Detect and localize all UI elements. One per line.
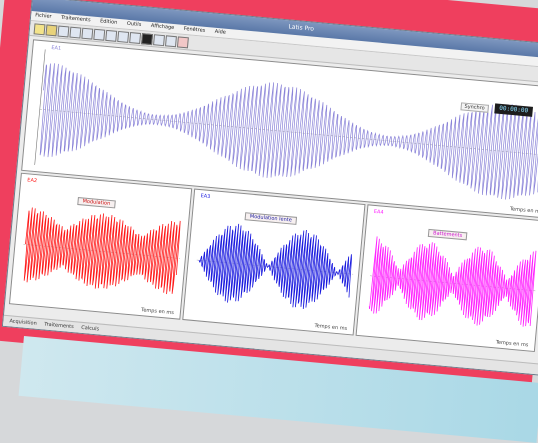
mid-waveform (196, 223, 354, 310)
left-channel-label: EA2 (27, 177, 38, 185)
cursor-icon[interactable] (117, 30, 130, 43)
menu-outils[interactable]: Outils (126, 20, 142, 29)
zoom-icon[interactable] (105, 29, 118, 42)
left-waveform (23, 207, 181, 295)
play-icon[interactable] (129, 32, 142, 44)
menu-file[interactable]: Fichier (34, 12, 52, 20)
help-icon[interactable] (176, 36, 189, 49)
save-icon[interactable] (57, 25, 70, 38)
main-channel-label: EA1 (51, 44, 62, 52)
open-folder-icon[interactable] (45, 24, 58, 37)
status-acquisition[interactable]: Acquisition (9, 318, 37, 327)
status-calculs[interactable]: Calculs (80, 324, 100, 333)
main-graph-panel[interactable]: EA1 Temps en ms (21, 39, 538, 219)
stop-icon[interactable] (141, 33, 154, 46)
right-waveform (368, 236, 537, 327)
curve-icon[interactable] (93, 28, 106, 41)
edit-icon[interactable] (164, 35, 177, 48)
menu-affichage[interactable]: Affichage (150, 22, 175, 32)
main-waveform (34, 49, 538, 200)
menu-aide[interactable]: Aide (214, 28, 227, 36)
menu-fenetres[interactable]: Fenêtres (183, 25, 206, 34)
app-window: Latis Pro Fichier Traitements Edition Ou… (1, 0, 538, 376)
chart-icon[interactable] (69, 26, 82, 39)
mid-channel-label: EA3 (200, 193, 211, 200)
mid-graph-panel[interactable]: EA3 Modulation lente Temps en ms (182, 188, 366, 336)
menu-edition[interactable]: Edition (99, 18, 118, 26)
status-traitements[interactable]: Traitements (43, 321, 74, 331)
window-title: Latis Pro (288, 23, 315, 33)
left-graph-panel[interactable]: EA2 Modulation Temps en ms (8, 172, 193, 320)
right-channel-label: EA4 (373, 208, 384, 216)
table-icon[interactable] (81, 27, 94, 40)
right-graph-panel[interactable]: EA4 Battements Temps en ms (355, 204, 538, 353)
tool-icon[interactable] (153, 34, 165, 47)
new-file-icon[interactable] (33, 23, 46, 36)
